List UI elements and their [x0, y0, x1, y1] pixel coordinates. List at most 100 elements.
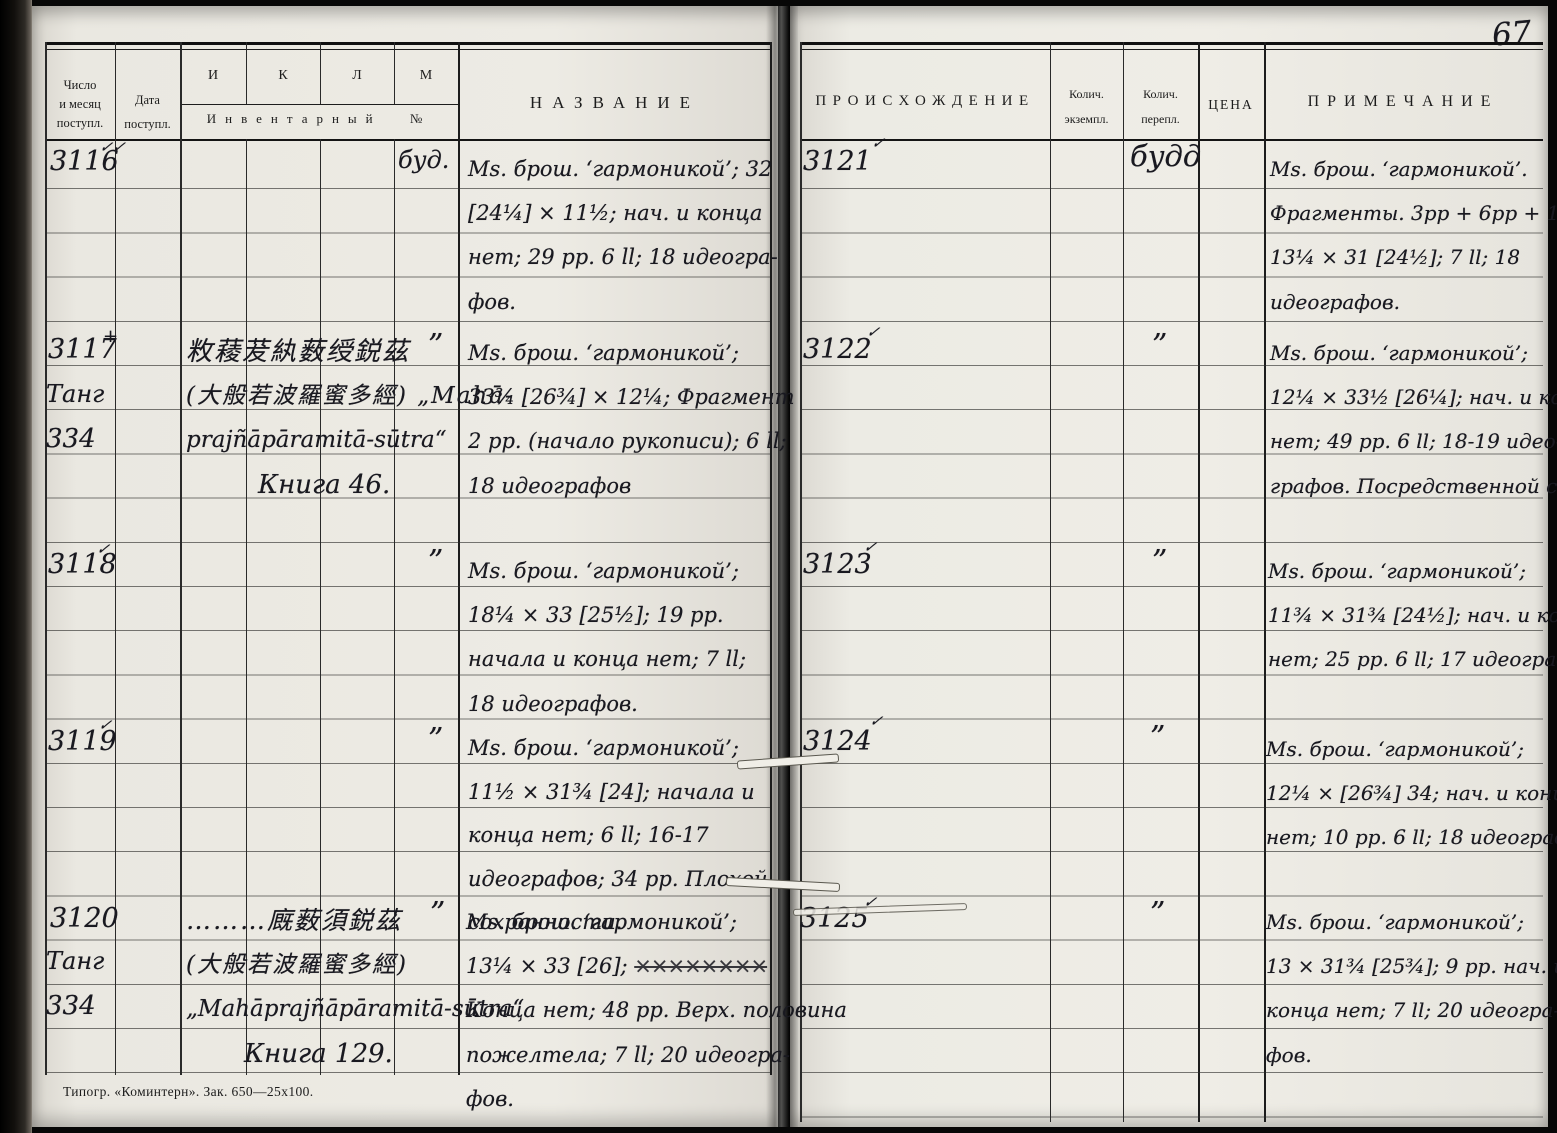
- inventory-title-block: 敉薐茇紈薮绶鋭茲 (大般若波羅蜜多經) „Mahā- prajñāpāramit…: [186, 330, 515, 507]
- top-rule-left: [45, 42, 772, 45]
- inventory-subheader-rule: [180, 104, 458, 105]
- note-line: идеографов.: [1270, 289, 1400, 314]
- note-line: нет; 49 pp. 6 ll; 18-19 идео-: [1270, 429, 1557, 454]
- book-number-line: Книга 129.: [244, 1038, 393, 1069]
- header-line: Дата: [135, 93, 160, 107]
- tangut-cursive-line: 敉薐茇紈薮绶鋭茲: [186, 337, 411, 367]
- header-line: поступл.: [56, 116, 104, 130]
- note-line: Ms. брош. ‘гармоникой’;: [1266, 910, 1524, 934]
- col-line: [246, 42, 247, 104]
- header-inv-m: М: [419, 68, 433, 83]
- chinese-title-line: (大般若波羅蜜多經): [186, 952, 408, 979]
- ditto-mark: ”: [430, 896, 446, 931]
- header-copies: Колич. экземпл.: [1052, 82, 1121, 132]
- ditto-mark: ”: [428, 544, 444, 579]
- title-line: Ms. брош. ‘гармоникой’;: [468, 341, 739, 365]
- tangut-cursive-line: ………廐薮須鋭茲: [186, 906, 403, 935]
- header-bottom-right: [800, 139, 1543, 141]
- top-rule-right-thin: [800, 49, 1543, 50]
- title-line: Конца нет; 48 pp. Верх. половина: [466, 998, 847, 1023]
- title-line: начала и конца нет; 7 ll;: [468, 647, 747, 672]
- entry-title: Ms. брош. ‘гармоникой’; 32 [24¼] × 11½; …: [468, 147, 778, 324]
- entry-number: 3122: [803, 334, 872, 365]
- title-line: Ms. брош. ‘гармоникой’;: [468, 736, 739, 760]
- note-line: Ms. брош. ‘гармоникой’;: [1268, 559, 1526, 583]
- header-inv-l: Л: [352, 68, 362, 83]
- header-title: НАЗВАНИЕ: [529, 93, 701, 112]
- entry-number: 3120: [50, 903, 119, 934]
- note-line: Фрагменты. 3pp + 6pp + 1½pp.: [1270, 201, 1557, 226]
- header-bindings: Колич. перепл.: [1125, 82, 1196, 132]
- entry-title: Ms. брош. ‘гармоникой’; 33¾ [26¾] × 12¼;…: [468, 331, 795, 508]
- entry-number: 3121: [803, 146, 872, 177]
- note-line: нет; 10 pp. 6 ll; 18 идеографов.: [1266, 825, 1557, 850]
- title-line: 33¾ [26¾] × 12¼; Фрагмент: [468, 385, 795, 410]
- note-line: 11¾ × 31¾ [24½]; нач. и конца: [1268, 603, 1557, 628]
- note-line: Ms. брош. ‘гармоникой’;: [1266, 737, 1524, 761]
- entry-note: Ms. брош. ‘гармоникой’; 11¾ × 31¾ [24½];…: [1268, 549, 1557, 682]
- plus-mark: +: [103, 326, 119, 347]
- printer-imprint: Типогр. «Коминтерн». Зак. 650—25x100.: [63, 1084, 314, 1099]
- ditto-mark: ”: [428, 328, 444, 363]
- note-line: графов. Посредственной сохранности: [1270, 473, 1557, 498]
- category-note: буд.: [398, 146, 450, 174]
- title-line: фов.: [468, 289, 516, 314]
- top-rule-left-thin: [45, 49, 772, 50]
- header-inventory-no: Инвентарный №: [206, 111, 432, 126]
- title-line: фов.: [466, 1086, 514, 1111]
- header-line: Колич.: [1069, 87, 1104, 101]
- ditto-mark: ”: [428, 722, 444, 757]
- category-note: будд: [1130, 139, 1202, 173]
- entry-title: Ms. брош. ‘гармоникой’; 11½ × 31¾ [24]; …: [468, 727, 768, 945]
- header-line: Колич.: [1143, 87, 1178, 101]
- fund-number: 334: [46, 991, 96, 1021]
- title-line: 18¼ × 33 [25½]; 19 pp.: [468, 603, 724, 628]
- ditto-mark: ”: [1152, 328, 1168, 363]
- title-line: Ms. брош. ‘гармоникой’;: [468, 559, 739, 583]
- ditto-mark: ”: [1150, 720, 1166, 755]
- note-line: Ms. брош. ‘гармоникой’;: [1270, 341, 1528, 365]
- fund-number: 334: [46, 424, 96, 454]
- col-line: [394, 42, 395, 104]
- col-line: [770, 42, 772, 1075]
- fund-name: Танг: [46, 947, 105, 975]
- book-spine-edge: [0, 0, 32, 1133]
- ruled-lines-left: [46, 145, 770, 1074]
- page-number: 67: [1490, 14, 1533, 54]
- header-line: экземпл.: [1064, 112, 1109, 126]
- transliteration-line: prajñāpāramitā-sūtra“: [186, 427, 447, 454]
- header-line: и месяц: [59, 97, 101, 111]
- note-line: 12¼ × 33½ [26¼]; нач. и конца: [1270, 385, 1557, 410]
- header-line: Число: [63, 78, 97, 92]
- entry-title: Ms. брош. ‘гармоникой’; 13¼ × 33 [26]; ×…: [466, 900, 847, 1121]
- entry-note: Ms. брош. ‘гармоникой’. Фрагменты. 3pp +…: [1270, 147, 1557, 324]
- entry-title: Ms. брош. ‘гармоникой’; 18¼ × 33 [25½]; …: [468, 549, 746, 726]
- ditto-mark: ”: [1150, 896, 1166, 931]
- col-line: [320, 42, 321, 104]
- note-line: нет; 25 pp. 6 ll; 17 идеографов.: [1268, 647, 1557, 672]
- header-receipt-day: Число и месяц поступл.: [45, 76, 115, 133]
- note-line: 12¼ × [26¾] 34; нач. и конца: [1266, 781, 1557, 806]
- header-inv-i: И: [207, 68, 219, 83]
- ditto-mark: ”: [1152, 544, 1168, 579]
- chinese-title-line: (大般若波羅蜜多經) „Mahā-: [186, 383, 515, 410]
- entry-number: 3116: [50, 146, 119, 177]
- title-line: Ms. брош. ‘гармоникой’;: [466, 910, 737, 934]
- title-line: идеографов; 34 pp. Плохой: [468, 866, 768, 891]
- checkmark: ✓✓: [98, 138, 128, 156]
- top-rule-right: [800, 42, 1543, 45]
- transliteration-line: „Mahāprajñāpāramitā-sūtra“: [186, 996, 525, 1023]
- header-line: поступл.: [124, 117, 171, 131]
- entry-note: Ms. брош. ‘гармоникой’; 13 × 31¾ [25¾]; …: [1266, 900, 1557, 1077]
- header-price: ЦЕНА: [1208, 97, 1254, 112]
- entry-number: 3118: [48, 549, 117, 580]
- title-line: 18 идеографов.: [468, 691, 638, 716]
- title-line: конца нет; 6 ll; 16-17: [468, 823, 709, 847]
- book-number-line: Книга 46.: [258, 469, 391, 500]
- header-origin: ПРОИСХОЖДЕНИЕ: [815, 93, 1035, 109]
- title-line: 13¼ × 33 [26]; ××××××××: [466, 944, 847, 988]
- header-receipt-date: Дата поступл.: [115, 88, 180, 136]
- entry-number: 3124: [803, 726, 872, 757]
- title-line: 11½ × 31¾ [24]; начала и: [468, 779, 755, 804]
